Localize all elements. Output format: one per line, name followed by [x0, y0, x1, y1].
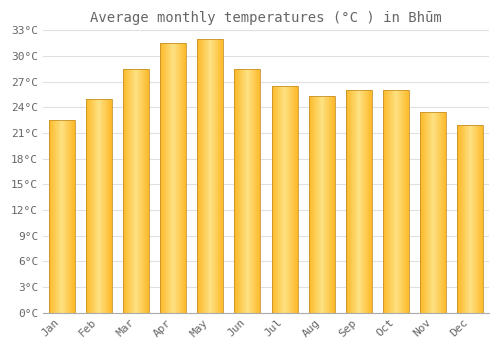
Bar	[308, 96, 334, 313]
Bar	[197, 39, 223, 313]
Bar	[123, 69, 149, 313]
Bar	[160, 43, 186, 313]
Title: Average monthly temperatures (°C ) in Bhūm: Average monthly temperatures (°C ) in Bh…	[90, 11, 442, 25]
Bar	[420, 112, 446, 313]
Bar	[346, 90, 372, 313]
Bar	[383, 90, 409, 313]
Bar	[272, 86, 297, 313]
Bar	[234, 69, 260, 313]
Bar	[86, 99, 112, 313]
Bar	[48, 120, 74, 313]
Bar	[458, 125, 483, 313]
